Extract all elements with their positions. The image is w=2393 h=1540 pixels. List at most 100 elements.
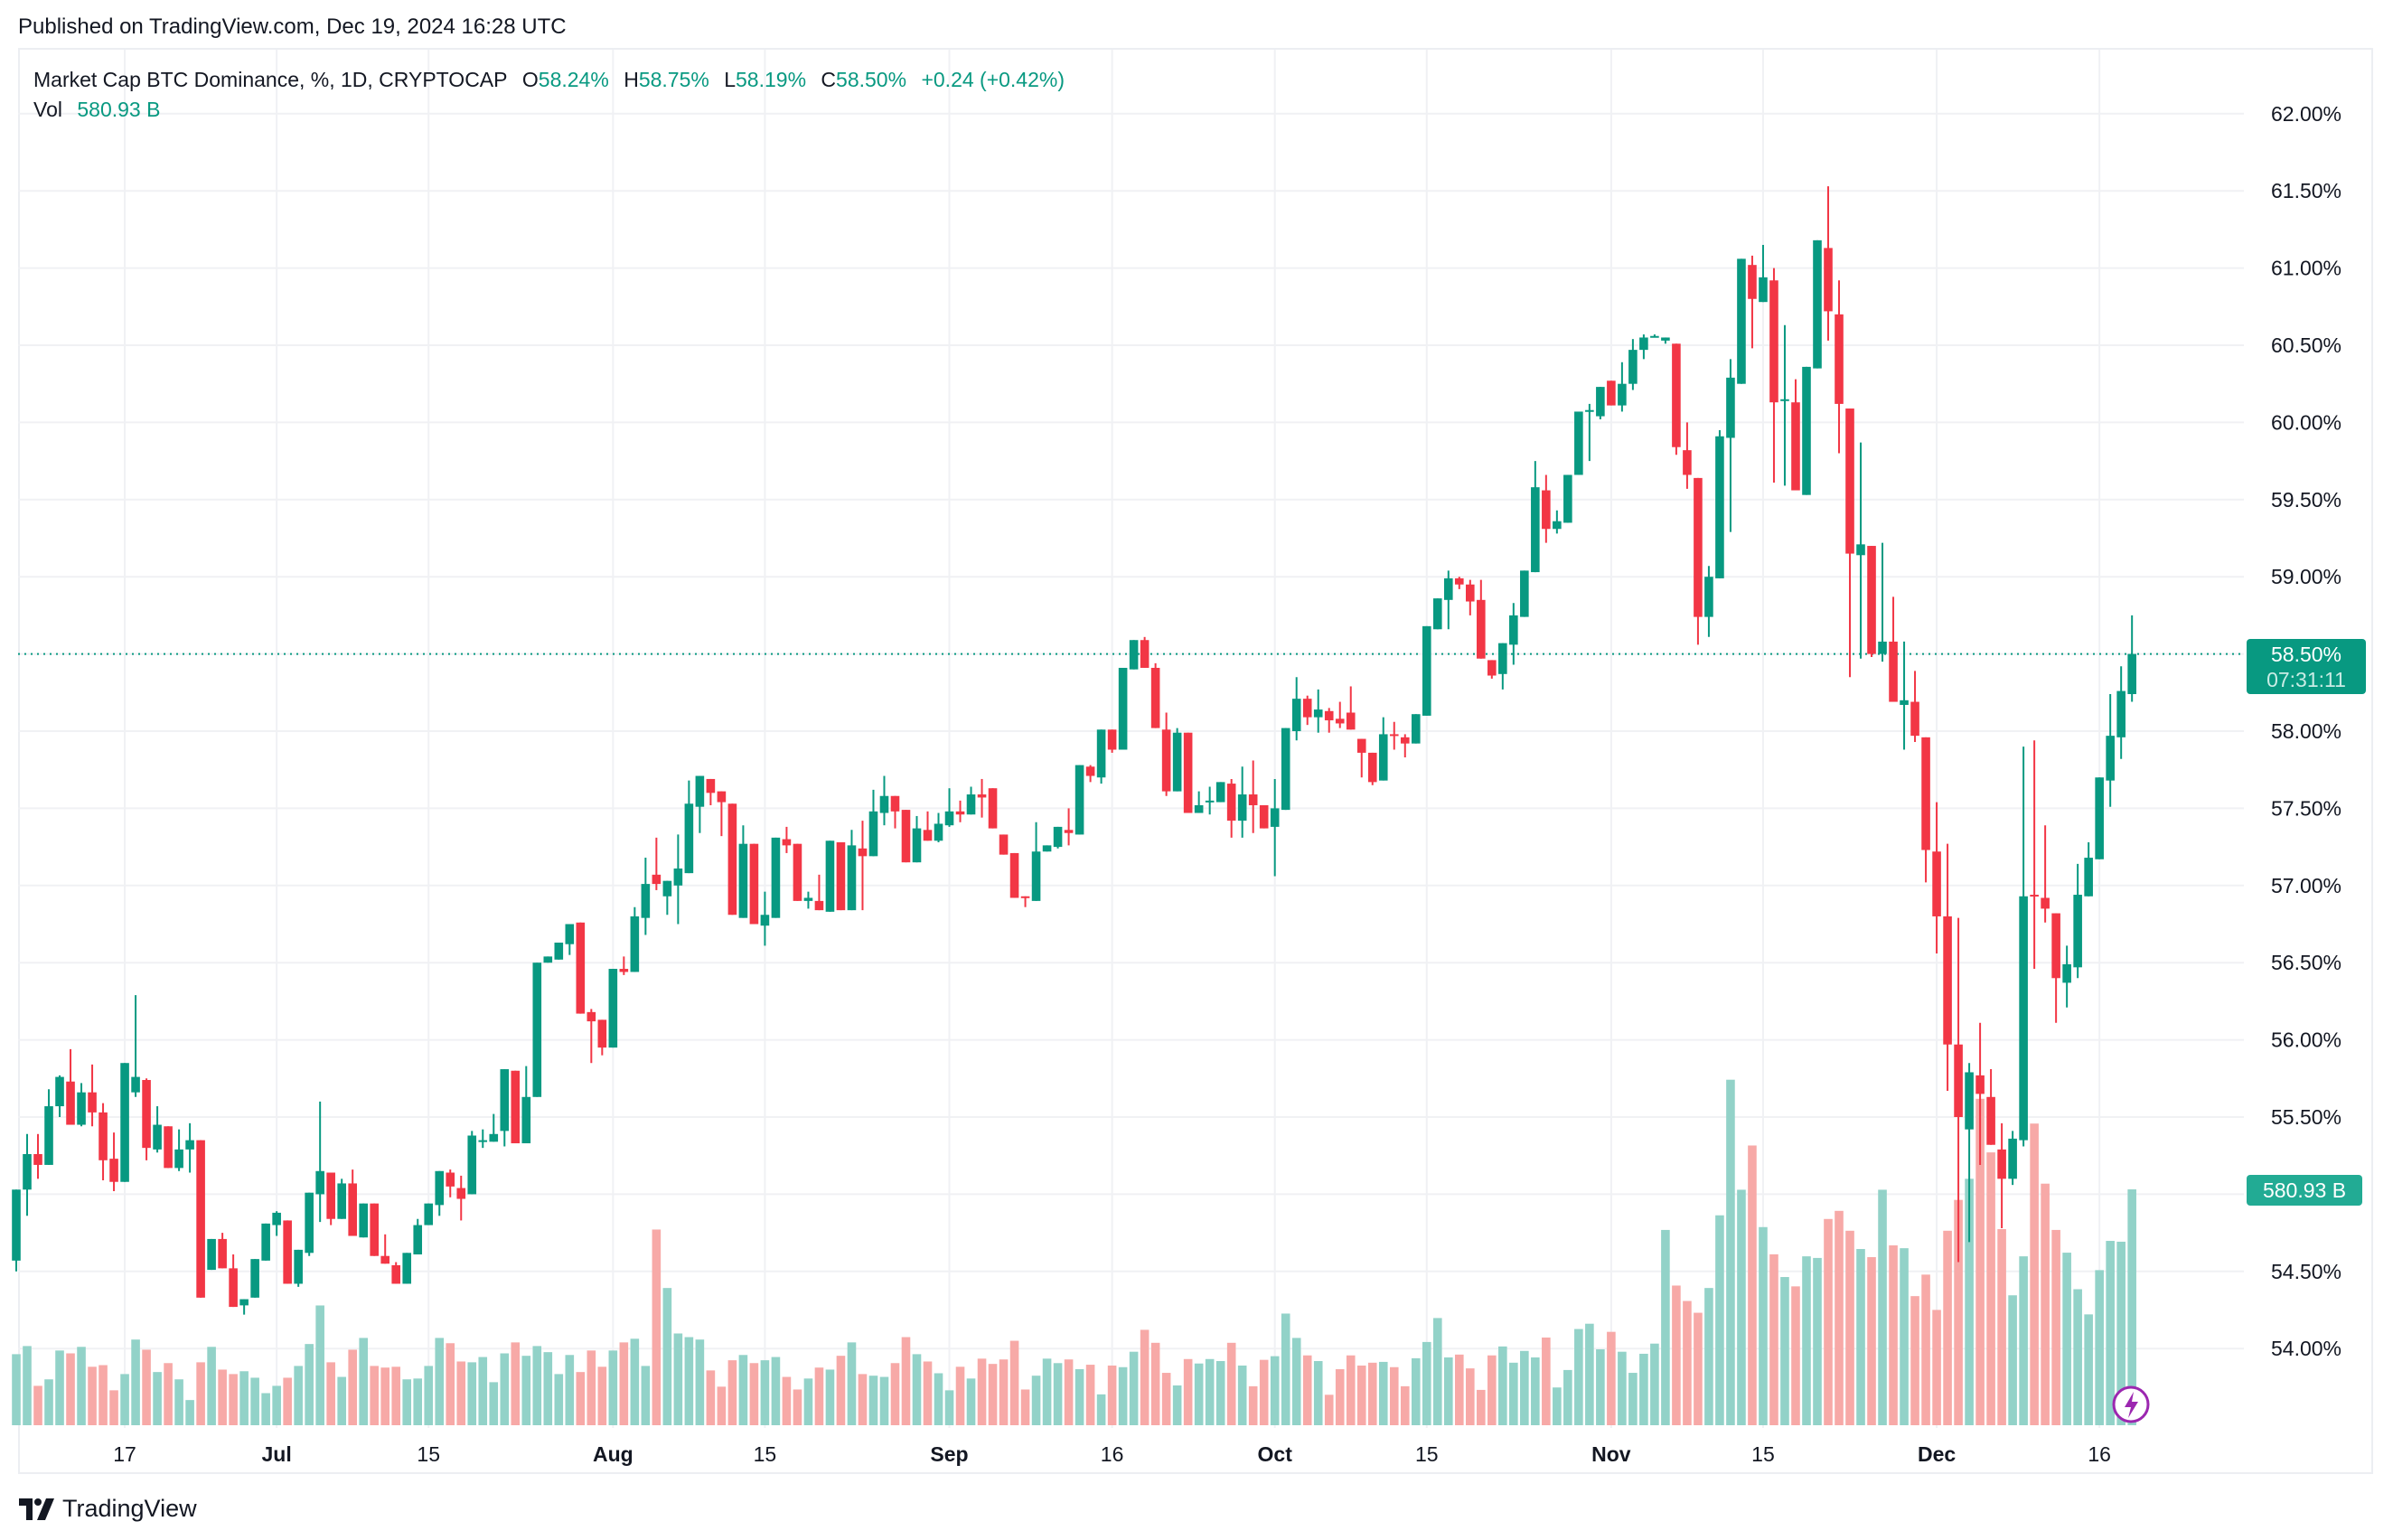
candle[interactable] xyxy=(391,1262,401,1284)
candle[interactable] xyxy=(44,1089,53,1165)
candle[interactable] xyxy=(1118,667,1128,750)
candle[interactable] xyxy=(1607,380,1616,406)
candle[interactable] xyxy=(120,1063,129,1182)
candle[interactable] xyxy=(1975,1022,1985,1165)
candle[interactable] xyxy=(337,1178,346,1219)
candle[interactable] xyxy=(1791,379,1800,491)
candle[interactable] xyxy=(1335,701,1345,728)
candle[interactable] xyxy=(2019,747,2028,1147)
candle[interactable] xyxy=(424,1203,434,1225)
candle[interactable] xyxy=(879,775,889,826)
candle[interactable] xyxy=(1411,714,1421,744)
candle[interactable] xyxy=(988,788,998,829)
candle[interactable] xyxy=(196,1140,205,1298)
candle[interactable] xyxy=(1835,280,1844,454)
candle[interactable] xyxy=(1498,643,1507,690)
volume-label[interactable]: Vol xyxy=(33,98,62,121)
candle[interactable] xyxy=(435,1170,445,1216)
candle[interactable] xyxy=(1064,808,1074,846)
candle[interactable] xyxy=(1205,786,1215,815)
candle[interactable] xyxy=(218,1233,227,1269)
candle[interactable] xyxy=(1813,239,1822,369)
candle[interactable] xyxy=(1954,917,1963,1263)
candle[interactable] xyxy=(695,775,705,833)
candle[interactable] xyxy=(1639,334,1648,360)
candle[interactable] xyxy=(1053,826,1063,849)
candle[interactable] xyxy=(977,778,987,818)
candle[interactable] xyxy=(1346,686,1356,730)
candle[interactable] xyxy=(858,821,868,911)
candle[interactable] xyxy=(1845,408,1854,678)
candle[interactable] xyxy=(1140,636,1150,668)
candle[interactable] xyxy=(380,1234,390,1264)
candle[interactable] xyxy=(1085,765,1095,783)
candle[interactable] xyxy=(1553,510,1562,534)
candle[interactable] xyxy=(1704,566,1713,637)
candle[interactable] xyxy=(999,834,1009,855)
candle[interactable] xyxy=(66,1048,75,1125)
candle[interactable] xyxy=(1107,729,1117,753)
candle[interactable] xyxy=(1650,334,1659,338)
candle[interactable] xyxy=(587,1009,596,1064)
candle[interactable] xyxy=(934,812,943,842)
candle[interactable] xyxy=(1466,579,1475,615)
candle[interactable] xyxy=(1520,570,1529,617)
candle[interactable] xyxy=(1215,782,1225,803)
candle[interactable] xyxy=(1432,598,1442,630)
candle[interactable] xyxy=(1574,411,1583,475)
candle[interactable] xyxy=(1509,603,1518,665)
candle[interactable] xyxy=(1531,461,1540,573)
candle[interactable] xyxy=(1726,359,1735,532)
candle[interactable] xyxy=(912,815,922,863)
candle[interactable] xyxy=(641,858,651,935)
candle[interactable] xyxy=(543,956,553,963)
candle[interactable] xyxy=(1824,186,1833,341)
candle[interactable] xyxy=(1965,1063,1974,1243)
candle[interactable] xyxy=(1672,343,1681,455)
candle[interactable] xyxy=(706,778,716,805)
candle[interactable] xyxy=(283,1220,292,1284)
candle[interactable] xyxy=(88,1064,97,1127)
candle[interactable] xyxy=(966,786,976,815)
candle[interactable] xyxy=(771,837,781,918)
candle[interactable] xyxy=(1313,689,1323,733)
candle[interactable] xyxy=(1694,477,1703,645)
candle[interactable] xyxy=(131,995,140,1097)
candle[interactable] xyxy=(164,1126,173,1169)
candle[interactable] xyxy=(1748,255,1757,349)
candle[interactable] xyxy=(1129,640,1139,670)
candle[interactable] xyxy=(793,843,802,901)
candle[interactable] xyxy=(1400,734,1410,758)
candle[interactable] xyxy=(348,1169,357,1236)
candle[interactable] xyxy=(2084,841,2093,897)
candle[interactable] xyxy=(305,1192,314,1256)
candle[interactable] xyxy=(1759,244,1768,303)
candle[interactable] xyxy=(2127,615,2136,702)
candle[interactable] xyxy=(619,956,629,975)
candle[interactable] xyxy=(923,811,933,841)
candle[interactable] xyxy=(608,969,618,1048)
candle[interactable] xyxy=(2062,945,2071,1008)
candle[interactable] xyxy=(1563,474,1572,523)
candle[interactable] xyxy=(174,1129,183,1171)
candle[interactable] xyxy=(1356,738,1366,778)
candle[interactable] xyxy=(1172,728,1182,792)
candle[interactable] xyxy=(1878,542,1887,662)
candle[interactable] xyxy=(207,1238,216,1271)
candle[interactable] xyxy=(402,1253,412,1284)
candle[interactable] xyxy=(1194,791,1204,813)
candle[interactable] xyxy=(1237,766,1247,838)
candle[interactable] xyxy=(847,830,857,911)
candle[interactable] xyxy=(836,841,846,911)
candle[interactable] xyxy=(2116,666,2126,759)
candle[interactable] xyxy=(250,1259,259,1298)
candle[interactable] xyxy=(630,906,640,972)
candle[interactable] xyxy=(99,1103,108,1181)
candle[interactable] xyxy=(2008,1131,2017,1186)
candle[interactable] xyxy=(1009,852,1019,898)
candle[interactable] xyxy=(901,810,911,863)
candle[interactable] xyxy=(1291,677,1301,741)
candle[interactable] xyxy=(1900,641,1909,750)
candle[interactable] xyxy=(478,1129,488,1149)
candle[interactable] xyxy=(2041,825,2050,923)
